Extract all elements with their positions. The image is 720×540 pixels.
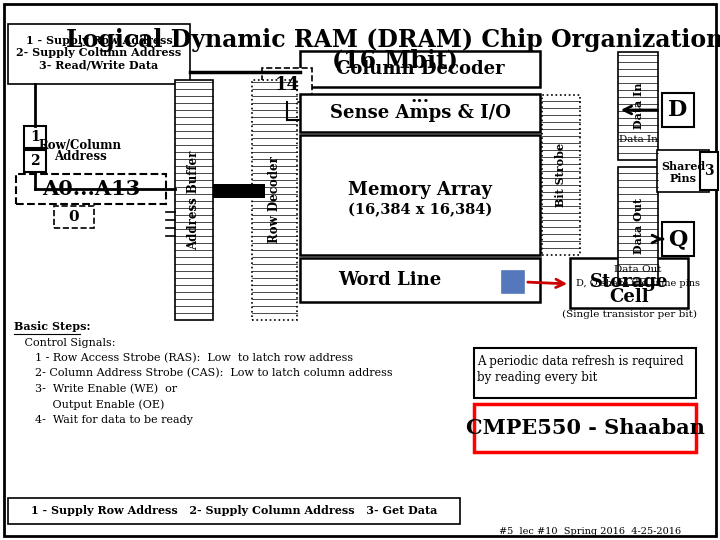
Text: 0: 0 — [68, 210, 79, 224]
Bar — [662, 93, 694, 127]
Text: Address: Address — [53, 151, 107, 164]
Text: Data In: Data In — [618, 136, 657, 145]
Text: Shared: Shared — [661, 161, 705, 172]
Text: 3: 3 — [704, 164, 714, 178]
Bar — [16, 174, 166, 204]
Text: Q: Q — [668, 228, 688, 250]
Bar — [262, 68, 312, 102]
Text: 2: 2 — [30, 154, 40, 168]
Bar — [474, 348, 696, 398]
Bar — [54, 206, 94, 228]
Text: 3- Read/Write Data: 3- Read/Write Data — [40, 59, 158, 71]
Bar — [300, 135, 540, 255]
Bar — [657, 150, 709, 192]
Bar — [300, 51, 540, 87]
Bar — [300, 94, 540, 132]
Bar — [542, 95, 580, 255]
Text: Word Line: Word Line — [338, 271, 441, 289]
Text: D, Q share the same pins: D, Q share the same pins — [576, 280, 700, 288]
Bar — [175, 80, 213, 320]
Text: Data In: Data In — [632, 83, 644, 129]
Text: Pins: Pins — [670, 173, 696, 185]
Text: 3-  Write Enable (WE)  or: 3- Write Enable (WE) or — [14, 384, 177, 394]
Text: 4-  Wait for data to be ready: 4- Wait for data to be ready — [14, 415, 193, 425]
Text: 1: 1 — [30, 130, 40, 144]
Text: Column Decoder: Column Decoder — [336, 60, 504, 78]
Bar — [252, 80, 297, 320]
Bar — [662, 222, 694, 256]
Bar — [570, 258, 688, 308]
Text: Row/Column: Row/Column — [38, 138, 122, 152]
Bar — [700, 152, 718, 190]
Text: by reading every bit: by reading every bit — [477, 370, 598, 383]
Text: Address Buffer: Address Buffer — [187, 150, 200, 249]
Text: D: D — [668, 99, 688, 121]
Text: A periodic data refresh is required: A periodic data refresh is required — [477, 355, 683, 368]
Text: Output Enable (OE): Output Enable (OE) — [14, 399, 164, 410]
Text: Row Decoder: Row Decoder — [268, 157, 281, 244]
Text: ...: ... — [410, 88, 430, 106]
Text: A0...A13: A0...A13 — [42, 179, 140, 199]
Text: #5  lec #10  Spring 2016  4-25-2016: #5 lec #10 Spring 2016 4-25-2016 — [499, 528, 681, 537]
Text: 2- Supply Column Address: 2- Supply Column Address — [17, 48, 181, 58]
Text: 1 - Supply Row Address   2- Supply Column Address   3- Get Data: 1 - Supply Row Address 2- Supply Column … — [31, 505, 437, 516]
Bar — [300, 258, 540, 302]
Text: CMPE550 - Shaaban: CMPE550 - Shaaban — [466, 418, 704, 438]
Bar — [474, 404, 696, 452]
Text: Storage: Storage — [590, 273, 668, 291]
Bar — [618, 167, 658, 285]
Bar — [618, 52, 658, 160]
Text: Bit Strobe: Bit Strobe — [556, 143, 567, 207]
Text: 1 - Row Access Strobe (RAS):  Low  to latch row address: 1 - Row Access Strobe (RAS): Low to latc… — [14, 353, 353, 363]
Text: 1 - Supply Row Address: 1 - Supply Row Address — [26, 36, 172, 46]
Text: Cell: Cell — [609, 288, 649, 306]
Text: Logical Dynamic RAM (DRAM) Chip Organization: Logical Dynamic RAM (DRAM) Chip Organiza… — [66, 28, 720, 52]
Text: Basic Steps:: Basic Steps: — [14, 321, 91, 333]
Bar — [8, 24, 190, 84]
Text: Sense Amps & I/O: Sense Amps & I/O — [330, 104, 510, 122]
Text: Data Out: Data Out — [614, 266, 662, 274]
Text: (Single transistor per bit): (Single transistor per bit) — [562, 309, 696, 319]
Text: (16,384 x 16,384): (16,384 x 16,384) — [348, 203, 492, 217]
Bar — [8, 498, 460, 524]
Bar — [24, 126, 46, 148]
Text: 2- Column Address Strobe (CAS):  Low to latch column address: 2- Column Address Strobe (CAS): Low to l… — [14, 368, 392, 379]
Text: Data Out: Data Out — [632, 198, 644, 254]
Bar — [502, 271, 524, 293]
Text: Memory Array: Memory Array — [348, 181, 492, 199]
Bar — [213, 184, 265, 198]
Text: 14: 14 — [274, 76, 300, 94]
Text: Control Signals:: Control Signals: — [14, 338, 115, 348]
Bar — [24, 150, 46, 172]
Text: (16 Mbit): (16 Mbit) — [332, 48, 458, 72]
